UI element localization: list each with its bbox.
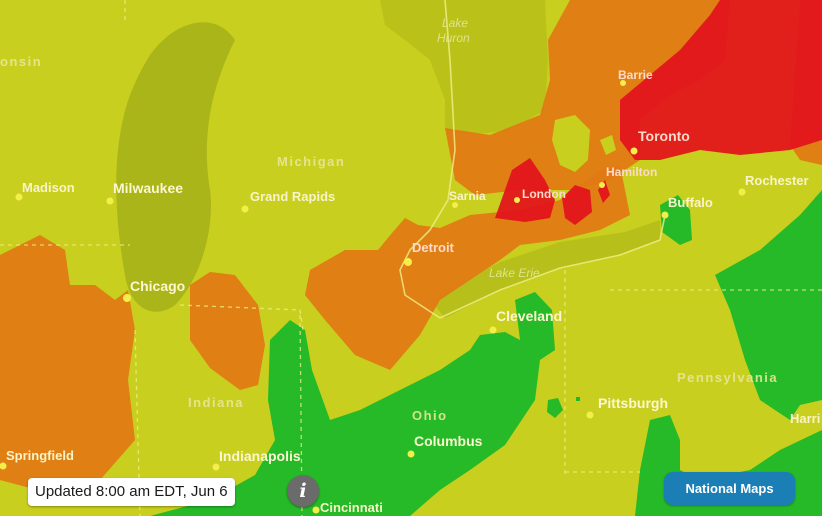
cleveland-label: Cleveland [496, 308, 562, 324]
michigan-label: Michigan [277, 154, 345, 169]
springfield-label: Springfield [6, 448, 74, 463]
national-maps-button[interactable]: National Maps [664, 472, 795, 505]
good-area-buffalo [660, 195, 692, 245]
grand-rapids-dot [241, 205, 249, 213]
grand-rapids-label: Grand Rapids [250, 189, 335, 204]
unhealthy-area-london-east [562, 185, 592, 225]
rochester-dot [738, 188, 746, 196]
madison-label: Madison [22, 180, 75, 195]
pennsylvania-label: Pennsylvania [677, 370, 778, 385]
hamilton-label: Hamilton [606, 165, 657, 179]
usg-area-illinois [0, 235, 135, 495]
harrisburg-label: Harri [790, 411, 820, 426]
cleveland-dot [489, 326, 497, 334]
springfield-dot [0, 462, 7, 470]
buffalo-dot [661, 211, 669, 219]
sarnia-dot [452, 202, 458, 208]
unhealthy-area-toronto [620, 0, 822, 160]
london-label: London [522, 187, 566, 201]
lake-erie [430, 220, 660, 318]
barrie-dot [620, 80, 626, 86]
columbus-label: Columbus [414, 433, 483, 449]
ohio-label: Ohio [412, 408, 448, 423]
lake-huron-label-2: Huron [437, 31, 470, 45]
detroit-label: Detroit [412, 240, 455, 255]
madison-dot [15, 193, 23, 201]
toronto-dot [630, 147, 638, 155]
columbus-dot [407, 450, 415, 458]
toronto-label: Toronto [638, 128, 690, 144]
international-border [399, 0, 666, 319]
indiana-label: Indiana [188, 395, 244, 410]
info-icon[interactable]: i [287, 475, 319, 507]
usg-area-indiana [190, 272, 265, 390]
sarnia-label: Sarnia [449, 189, 486, 203]
lake-huron-label-1: Lake [442, 16, 468, 30]
barrie-label: Barrie [618, 68, 653, 82]
detroit-dot [404, 258, 412, 266]
cincinnati-label: Cincinnati [320, 500, 383, 515]
pittsburgh-label: Pittsburgh [598, 395, 668, 411]
usg-area-ontario [445, 0, 730, 195]
wisconsin-label: onsin [0, 54, 42, 69]
moderate-hole-georgian [552, 115, 590, 172]
indianapolis-label: Indianapolis [219, 448, 301, 464]
unhealthy-area-london [495, 158, 555, 222]
rochester-label: Rochester [745, 173, 809, 188]
good-area-ny-pa [715, 190, 822, 420]
moderate-hole-small [600, 135, 616, 155]
milwaukee-label: Milwaukee [113, 180, 183, 196]
lake-michigan [116, 22, 235, 312]
chicago-dot [123, 294, 131, 302]
milwaukee-dot [106, 197, 114, 205]
hamilton-dot [599, 182, 605, 188]
chicago-label: Chicago [130, 278, 185, 294]
lake-huron [380, 0, 548, 135]
city-dots [0, 80, 746, 514]
updated-timestamp: Updated 8:00 am EDT, Jun 6 [28, 478, 235, 506]
lake-erie-label: Lake Erie [489, 266, 540, 280]
good-area-small-1 [547, 398, 563, 418]
good-area-small-2 [576, 397, 580, 401]
pittsburgh-dot [586, 411, 594, 419]
buffalo-label: Buffalo [668, 195, 713, 210]
cincinnati-dot [312, 506, 320, 514]
london-dot [514, 197, 520, 203]
indianapolis-dot [212, 463, 220, 471]
good-area-ohio [150, 292, 555, 516]
